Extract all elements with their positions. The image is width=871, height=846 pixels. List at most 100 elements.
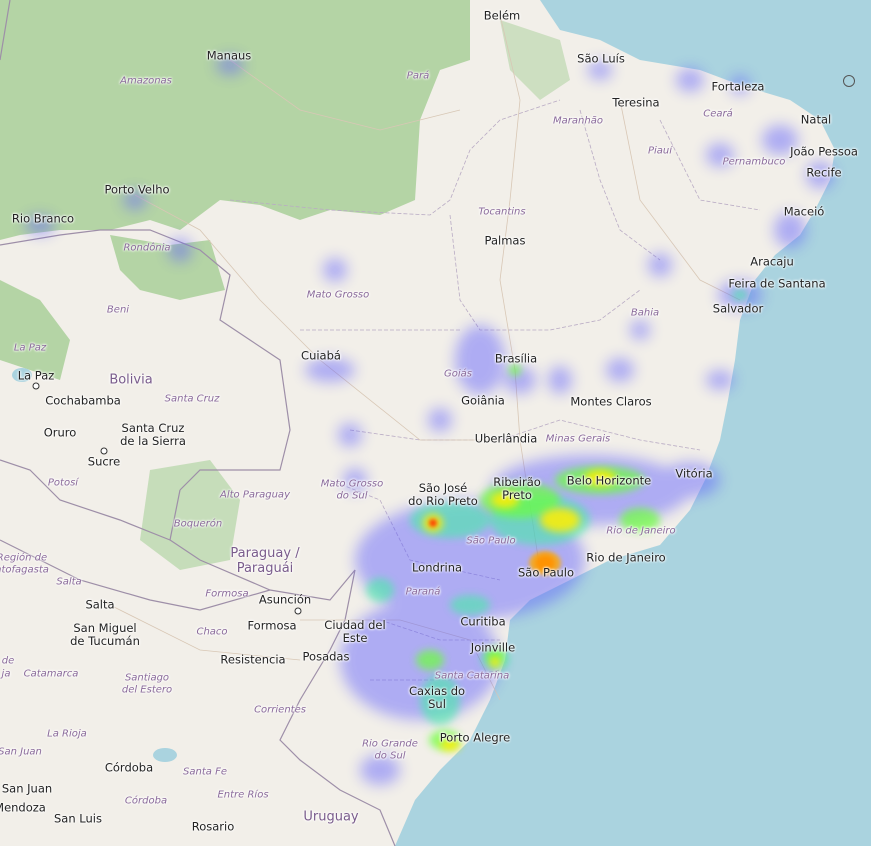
- state-label: Pará: [406, 70, 430, 82]
- state-label: Amazonas: [120, 75, 172, 87]
- state-label: ja: [1, 668, 11, 680]
- city-label[interactable]: Posadas: [302, 649, 350, 664]
- state-label: Corrientes: [254, 704, 306, 716]
- state-label: Pernambuco: [722, 156, 786, 168]
- state-label: Minas Gerais: [545, 433, 611, 445]
- state-label: Región de ntofagasta: [0, 552, 49, 576]
- state-label: Paraná: [405, 586, 441, 598]
- state-label: Salta: [56, 576, 82, 588]
- city-label[interactable]: João Pessoa: [790, 144, 858, 159]
- heatmap-layer: [25, 55, 834, 785]
- country-label-paraguay: Paraguay / Paraguái: [230, 546, 300, 576]
- city-label[interactable]: Manaus: [206, 48, 252, 63]
- forest-areas: [0, 0, 570, 570]
- city-label[interactable]: São José do Rio Preto: [408, 480, 478, 508]
- city-label[interactable]: Recife: [806, 165, 842, 180]
- city-label[interactable]: Rio Branco: [11, 211, 75, 226]
- city-label[interactable]: Palmas: [484, 233, 526, 248]
- city-label[interactable]: Belo Horizonte: [566, 473, 652, 488]
- state-label: Maranhão: [553, 115, 603, 127]
- state-label: Mato Grosso do Sul: [320, 478, 384, 502]
- city-label[interactable]: Goiânia: [461, 393, 505, 408]
- city-label[interactable]: Rosario: [191, 819, 235, 834]
- city-label[interactable]: Oruro: [43, 425, 77, 440]
- city-label[interactable]: Belém: [483, 8, 521, 23]
- state-label: São Paulo: [466, 535, 516, 547]
- city-label[interactable]: Montes Claros: [570, 394, 652, 409]
- city-label[interactable]: San Miguel de Tucumán: [70, 620, 140, 648]
- city-label[interactable]: Asunción: [258, 592, 312, 607]
- state-label: Bahia: [630, 307, 660, 319]
- city-label[interactable]: Salta: [85, 597, 115, 612]
- city-label[interactable]: San Juan: [1, 781, 53, 796]
- city-label[interactable]: Teresina: [612, 95, 660, 110]
- city-label[interactable]: Ribeirão Preto: [493, 474, 541, 502]
- city-label[interactable]: Fortaleza: [711, 79, 765, 94]
- city-label[interactable]: Resistencia: [220, 652, 286, 667]
- city-label[interactable]: Londrina: [411, 560, 463, 575]
- city-label[interactable]: Salvador: [712, 301, 764, 316]
- city-label[interactable]: Porto Velho: [104, 182, 170, 197]
- city-marker[interactable]: [100, 447, 108, 455]
- city-label[interactable]: Natal: [800, 112, 832, 127]
- city-label[interactable]: Córdoba: [104, 760, 154, 775]
- city-label[interactable]: Porto Alegre: [439, 730, 511, 745]
- city-label[interactable]: Ciudad del Este: [324, 617, 386, 645]
- city-label[interactable]: Cochabamba: [45, 393, 121, 408]
- city-label[interactable]: Sucre: [87, 454, 121, 469]
- city-label[interactable]: Formosa: [247, 618, 297, 633]
- city-label[interactable]: Cuiabá: [301, 348, 341, 363]
- state-label: Rondônia: [123, 242, 171, 254]
- land: [0, 0, 835, 846]
- country-label-uruguay: Uruguay: [303, 809, 359, 825]
- city-label[interactable]: Uberlândia: [474, 431, 538, 446]
- state-label: Chaco: [196, 626, 228, 638]
- lake: [153, 748, 177, 762]
- city-marker[interactable]: [32, 382, 40, 390]
- city-label[interactable]: La Paz: [17, 368, 55, 383]
- country-label-bolivia: Bolivia: [109, 372, 153, 388]
- state-label: Goiás: [444, 368, 472, 380]
- state-label: Formosa: [205, 588, 249, 600]
- city-label[interactable]: Maceió: [783, 204, 825, 219]
- city-label[interactable]: Santa Cruz de la Sierra: [120, 420, 186, 448]
- state-label: Potosí: [47, 477, 79, 489]
- city-label[interactable]: Feira de Santana: [728, 276, 826, 291]
- state-label: La Paz: [13, 342, 47, 354]
- city-label[interactable]: Rio de Janeiro: [586, 550, 666, 565]
- city-label[interactable]: São Luís: [577, 51, 625, 66]
- state-label: Córdoba: [124, 795, 168, 807]
- state-label: Mato Grosso: [306, 289, 370, 301]
- state-label: Beni: [106, 304, 130, 316]
- city-label[interactable]: Aracaju: [750, 254, 794, 269]
- state-label: Santiago del Estero: [121, 672, 173, 696]
- state-label: Catamarca: [23, 668, 79, 680]
- city-label[interactable]: San Luis: [54, 811, 102, 826]
- lake: [12, 368, 32, 382]
- state-label: Boquerón: [173, 518, 223, 530]
- state-label: de: [1, 655, 15, 667]
- state-label: Tocantins: [478, 206, 526, 218]
- city-label[interactable]: Caxias do Sul: [408, 683, 466, 711]
- city-label[interactable]: Mendoza: [0, 800, 46, 815]
- state-label: Rio Grande do Sul: [362, 738, 418, 762]
- state-label: Piauí: [647, 145, 673, 157]
- state-label: Santa Cruz: [164, 393, 220, 405]
- state-label: Santa Fe: [183, 766, 227, 778]
- borders: [0, 0, 396, 846]
- city-label[interactable]: Brasília: [494, 351, 538, 366]
- city-label[interactable]: Joinville: [470, 640, 516, 655]
- city-marker[interactable]: [294, 607, 302, 615]
- state-label: Alto Paraguay: [220, 489, 290, 501]
- state-label: Rio de Janeiro: [606, 525, 676, 537]
- city-label[interactable]: Curitiba: [460, 614, 506, 629]
- city-label[interactable]: São Paulo: [517, 565, 575, 580]
- map-control-circle[interactable]: [843, 75, 855, 87]
- state-label: Santa Catarina: [434, 670, 510, 682]
- state-label: Ceará: [703, 108, 733, 120]
- state-label: San Juan: [0, 746, 42, 758]
- city-label[interactable]: Vitória: [675, 466, 713, 481]
- state-label: La Rioja: [47, 728, 87, 740]
